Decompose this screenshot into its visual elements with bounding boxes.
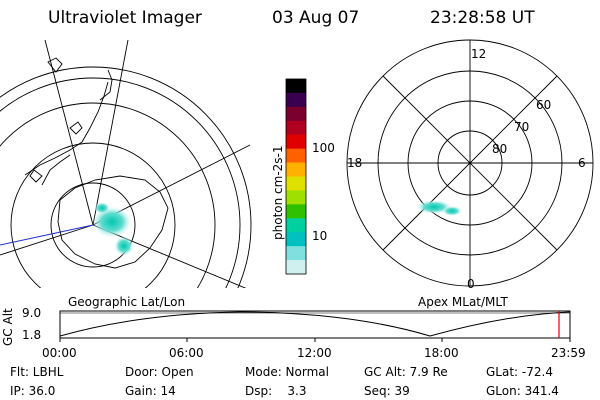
timeline-x-tick: 06:00 — [169, 346, 204, 360]
peninsula-coastline — [99, 69, 113, 101]
altitude-curve — [59, 311, 571, 337]
time-label: 23:28:58 UT — [430, 8, 535, 28]
timeline-y-tick: 9.0 — [22, 306, 42, 320]
aurora-emission — [94, 202, 110, 214]
peninsula-coastline — [24, 81, 109, 176]
colorbar-segment — [286, 79, 306, 94]
apex-lat-label: 80 — [492, 142, 508, 156]
glon-readout: GLon: 341.4 — [486, 384, 559, 398]
apex-mlt-line — [382, 75, 558, 251]
colorbar-segment — [286, 92, 306, 108]
colorbar — [286, 79, 306, 275]
geo-lon-line — [92, 39, 129, 226]
colorbar-segment — [286, 204, 306, 219]
mlt-label-bottom: 0 — [467, 277, 475, 291]
instrument-title: Ultraviolet Imager — [48, 8, 202, 28]
geo-lat-circle — [0, 66, 252, 288]
gain-readout: Gain: 14 — [125, 384, 176, 398]
colorbar-segment — [286, 232, 306, 247]
colorbar-segment — [286, 148, 306, 164]
ip-readout: IP: 36.0 — [10, 384, 56, 398]
geo-lat-circle — [10, 142, 176, 288]
apex-lat-label: 60 — [536, 98, 552, 112]
island-coastline — [47, 57, 63, 73]
dsp-readout: Dsp: 3.3 — [245, 384, 307, 398]
geo-aurora — [92, 202, 134, 256]
timeline-y-tick: 1.8 — [22, 328, 42, 342]
timeline-x-tick: 18:00 — [424, 346, 459, 360]
island-coastline — [69, 121, 83, 135]
geo-lon-line — [44, 39, 94, 226]
colorbar-segment — [286, 190, 306, 205]
colorbar-segment — [286, 260, 306, 275]
mlt-label-left: 18 — [347, 156, 363, 170]
date-label: 03 Aug 07 — [272, 8, 360, 28]
colorbar-segment — [286, 162, 306, 177]
mlt-label-top: 12 — [471, 47, 487, 61]
timeline-x-tick: 23:59 — [551, 346, 586, 360]
colorbar-tick-label: 100 — [312, 141, 335, 155]
geo-lon-line — [0, 224, 94, 256]
timeline-x-tick: 12:00 — [297, 346, 332, 360]
colorbar-segment — [286, 134, 306, 150]
apex-lat-label: 70 — [514, 120, 530, 134]
door-readout: Door: Open — [125, 365, 194, 379]
colorbar-segment — [286, 176, 306, 191]
peninsula-coastline — [41, 154, 71, 186]
geo-map-label: Geographic Lat/Lon — [68, 295, 186, 309]
apex-map-label: Apex MLat/MLT — [418, 295, 508, 309]
colorbar-tick-label: 10 — [312, 229, 328, 243]
apex-aurora — [416, 200, 462, 216]
geographic-map — [0, 39, 252, 288]
apex-map — [346, 39, 594, 287]
island-coastline — [29, 169, 43, 183]
colorbar-frame — [285, 78, 307, 275]
aurora-emission — [442, 206, 462, 216]
colorbar-segment — [286, 218, 306, 233]
geo-lat-circle — [50, 182, 136, 268]
terminator-line — [0, 224, 94, 246]
aurora-emission — [114, 236, 134, 256]
colorbar-unit-label: photon cm-2s-1 — [271, 145, 285, 241]
mlt-label-right: 6 — [578, 156, 586, 170]
colorbar-segment — [286, 106, 306, 122]
mode-readout: Mode: Normal — [245, 365, 329, 379]
colorbar-segment — [286, 246, 306, 261]
geo-lat-circle — [0, 77, 241, 288]
geo-lat-circle — [0, 102, 216, 288]
filter-readout: Flt: LBHL — [10, 365, 64, 379]
seq-readout: Seq: 39 — [364, 384, 410, 398]
timeline-ylabel: GC Alt — [1, 308, 15, 346]
colorbar-segment — [286, 120, 306, 136]
gc-alt-readout: GC Alt: 7.9 Re — [364, 365, 448, 379]
glat-readout: GLat: -72.4 — [486, 365, 553, 379]
timeline-plot — [59, 310, 571, 342]
antarctica-coastline — [57, 175, 169, 269]
timeline-x-tick: 00:00 — [42, 346, 77, 360]
